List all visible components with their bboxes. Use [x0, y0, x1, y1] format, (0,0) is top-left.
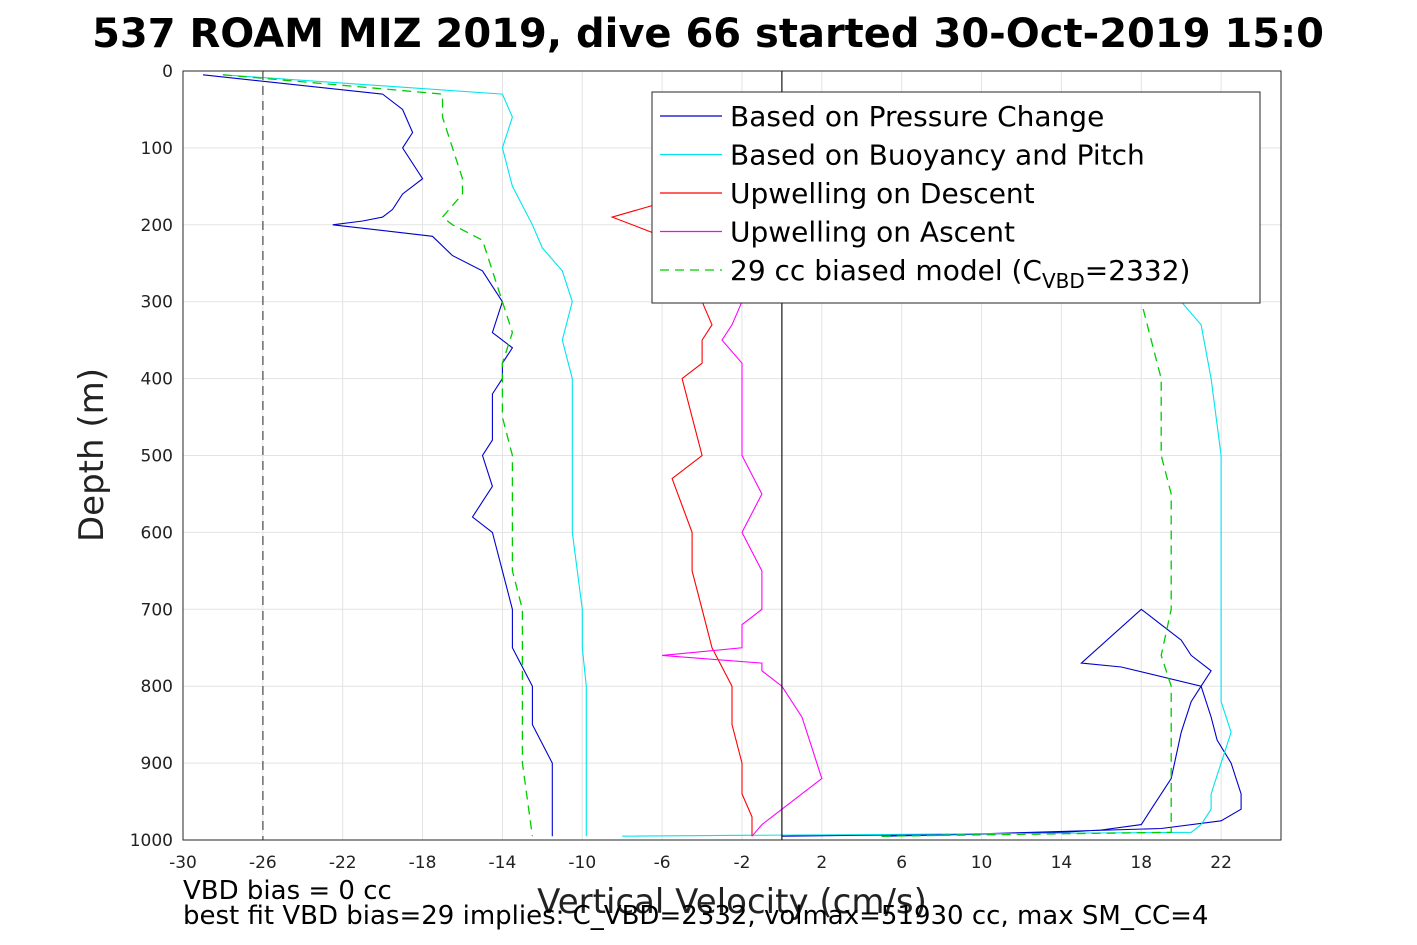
y-axis-label: Depth (m) [72, 368, 112, 542]
series-layer [202, 71, 1242, 840]
y-tick-label: 0 [162, 62, 173, 82]
x-tick-label: 22 [1210, 853, 1232, 873]
x-tick-label: 14 [1051, 853, 1073, 873]
x-tick-label: -26 [249, 853, 277, 873]
x-tick-label: -2 [734, 853, 751, 873]
legend-box [651, 91, 1261, 304]
y-tick-labels: 0 100 200 300 400 500 600 700 800 900 1000 [130, 62, 173, 851]
legend-entry: Based on Pressure Change [730, 100, 1104, 133]
legend-entry: Based on Buoyancy and Pitch [730, 139, 1145, 172]
y-tick-label: 200 [141, 216, 173, 236]
x-tick-label: -10 [568, 853, 596, 873]
y-tick-label: 1000 [130, 831, 173, 851]
series-upwelling-on-ascent [662, 301, 823, 837]
series-based-on-buoyancy-and-pitch-descent [222, 74, 587, 837]
legend: Based on Pressure Change Based on Buoyanc… [651, 91, 1261, 304]
footnote-best-fit: best fit VBD bias=29 implies: C_VBD=2332… [183, 901, 1209, 931]
x-tick-labels: -30 -26 -22 -18 -14 -10 -6 -2 2 6 10 14 18 22 [169, 853, 1232, 873]
series-based-on-pressure-change-descent [202, 74, 553, 837]
y-tick-label: 300 [141, 293, 173, 313]
x-tick-label: -22 [329, 853, 357, 873]
plot-frame [182, 70, 1282, 841]
y-tick-label: 700 [141, 600, 173, 620]
series-based-on-buoyancy-and-pitch-ascent [622, 301, 1232, 837]
x-tick-label: 6 [896, 853, 907, 873]
series-29-cc-biased-model-c-vbd-2332-descent [222, 74, 534, 837]
chart-title: 537 ROAM MIZ 2019, dive 66 started 30-Oc… [92, 11, 1324, 57]
legend-entry: 29 cc biased model (CVBD=2332) [730, 254, 1190, 293]
y-tick-label: 400 [141, 370, 173, 390]
series-29-cc-biased-model-c-vbd-2332-ascent [881, 301, 1172, 837]
footnote-vbd-bias: VBD bias = 0 cc [183, 876, 392, 906]
legend-entry: Upwelling on Descent [730, 177, 1035, 210]
x-tick-label: -14 [489, 853, 517, 873]
x-tick-label: -6 [654, 853, 671, 873]
y-tick-label: 800 [141, 677, 173, 697]
series-based-on-pressure-change-ascent [781, 608, 1242, 837]
x-tick-label: 18 [1130, 853, 1152, 873]
x-tick-label: -30 [169, 853, 197, 873]
y-tick-label: 900 [141, 754, 173, 774]
legend-entry: Upwelling on Ascent [730, 216, 1015, 249]
y-tick-label: 100 [141, 139, 173, 159]
y-tick-label: 500 [141, 447, 173, 467]
x-axis-label: Vertical Velocity (cm/s) [537, 882, 927, 922]
x-tick-label: 2 [816, 853, 827, 873]
x-tick-label: 10 [971, 853, 993, 873]
y-tick-label: 600 [141, 523, 173, 543]
x-tick-label: -18 [409, 853, 437, 873]
